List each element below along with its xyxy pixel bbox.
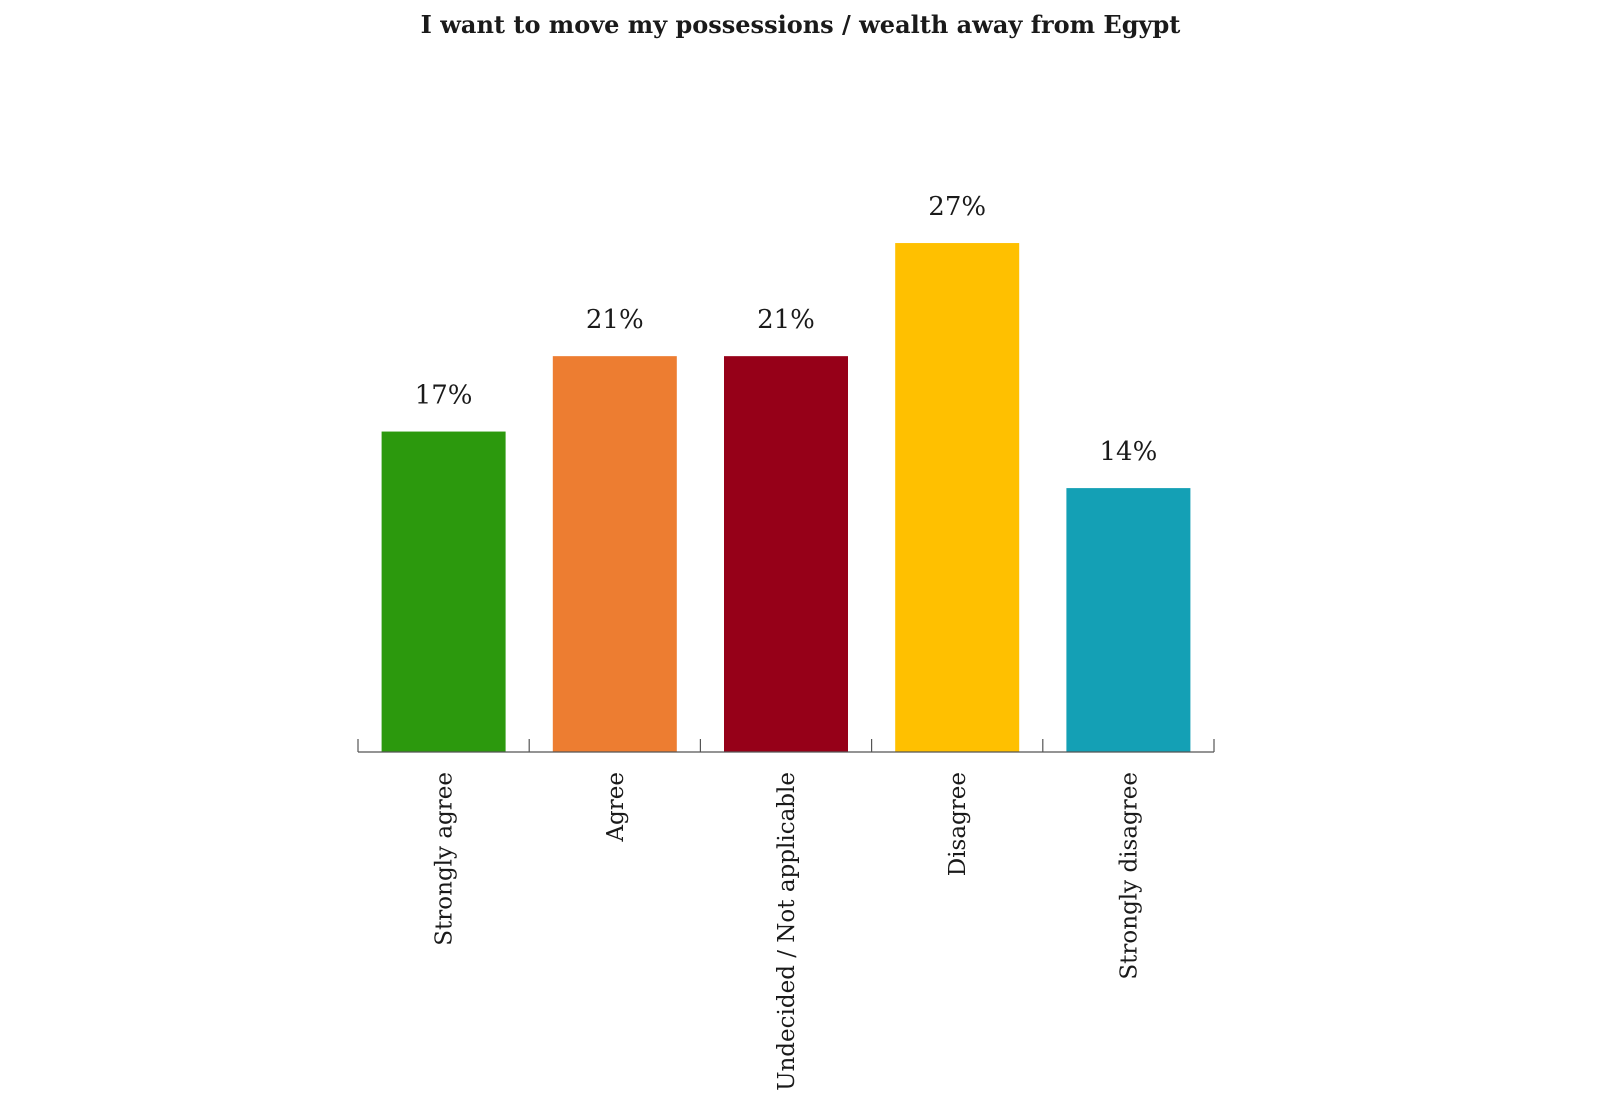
bar-agree [552, 356, 677, 752]
category-labels: Strongly agree Agree Undecided / Not appli… [432, 772, 1143, 1091]
x-axis [357, 739, 1215, 753]
value-label-disagree: 27% [928, 192, 986, 222]
category-label-agree: Agree [603, 772, 629, 843]
category-label-strongly-disagree: Strongly disagree [1116, 772, 1142, 980]
category-label-undecided-not-applicable: Undecided / Not applicable [774, 772, 800, 1091]
chart-title: I want to move my possessions / wealth a… [420, 10, 1181, 39]
category-label-disagree: Disagree [945, 772, 971, 876]
value-label-strongly-disagree: 14% [1100, 437, 1158, 467]
bar-strongly-disagree [1066, 488, 1191, 752]
value-labels: 17% 21% 21% 27% 14% [415, 192, 1158, 467]
value-label-undecided-not-applicable: 21% [757, 305, 815, 335]
category-label-strongly-agree: Strongly agree [432, 772, 458, 946]
bars-layer [381, 243, 1191, 753]
bar-strongly-agree [381, 431, 506, 752]
bar-disagree [895, 243, 1020, 753]
bar-undecided-not-applicable [724, 356, 848, 752]
value-label-agree: 21% [586, 305, 644, 335]
value-label-strongly-agree: 17% [415, 381, 473, 411]
